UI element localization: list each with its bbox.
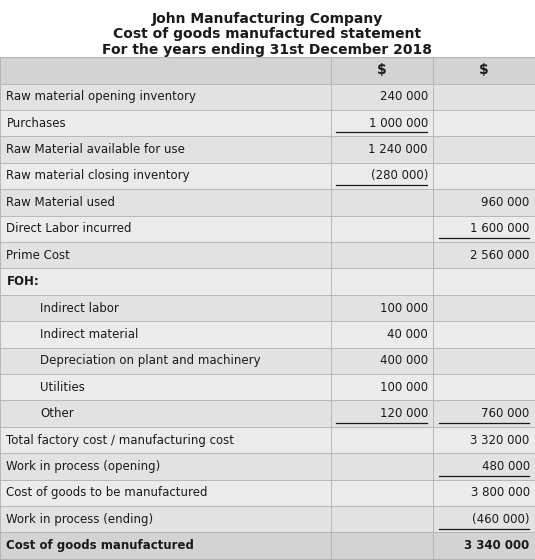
Bar <box>0 189 535 216</box>
Bar <box>0 427 535 453</box>
Text: Cost of goods manufactured statement: Cost of goods manufactured statement <box>113 27 422 41</box>
Bar <box>0 163 535 189</box>
Bar <box>0 348 535 374</box>
Text: Purchases: Purchases <box>6 116 66 130</box>
Text: FOH:: FOH: <box>6 275 39 288</box>
Bar <box>0 400 535 427</box>
Text: 3 800 000: 3 800 000 <box>470 486 530 500</box>
Text: 960 000: 960 000 <box>482 196 530 209</box>
Bar <box>0 374 535 400</box>
Bar <box>0 136 535 163</box>
Text: For the years ending 31st December 2018: For the years ending 31st December 2018 <box>103 43 432 57</box>
Text: $: $ <box>377 63 387 77</box>
Text: (460 000): (460 000) <box>472 513 530 526</box>
Text: Work in process (ending): Work in process (ending) <box>6 513 154 526</box>
Text: 240 000: 240 000 <box>380 90 428 103</box>
Text: 400 000: 400 000 <box>380 354 428 367</box>
Bar <box>0 533 535 559</box>
Bar <box>0 110 535 136</box>
Text: 1 240 000: 1 240 000 <box>369 143 428 156</box>
Text: 100 000: 100 000 <box>380 301 428 315</box>
Text: Utilities: Utilities <box>40 381 85 394</box>
Bar <box>0 83 535 110</box>
Text: Raw Material available for use: Raw Material available for use <box>6 143 185 156</box>
Text: John Manufacturing Company: John Manufacturing Company <box>152 12 383 26</box>
Bar <box>0 268 535 295</box>
Text: $: $ <box>479 63 489 77</box>
Text: 40 000: 40 000 <box>387 328 428 341</box>
Bar <box>0 321 535 348</box>
Text: Indirect labor: Indirect labor <box>40 301 119 315</box>
Text: Other: Other <box>40 407 74 420</box>
Text: Direct Labor incurred: Direct Labor incurred <box>6 222 132 235</box>
Bar <box>0 242 535 268</box>
Text: Indirect material: Indirect material <box>40 328 139 341</box>
Bar <box>0 57 535 83</box>
Bar <box>0 295 535 321</box>
Text: Raw material opening inventory: Raw material opening inventory <box>6 90 196 103</box>
Text: 480 000: 480 000 <box>482 460 530 473</box>
Bar <box>0 480 535 506</box>
Text: Cost of goods to be manufactured: Cost of goods to be manufactured <box>6 486 208 500</box>
Text: 2 560 000: 2 560 000 <box>470 249 530 262</box>
Text: Raw material closing inventory: Raw material closing inventory <box>6 170 190 183</box>
Text: Prime Cost: Prime Cost <box>6 249 70 262</box>
Text: 1 000 000: 1 000 000 <box>369 116 428 130</box>
Text: 120 000: 120 000 <box>380 407 428 420</box>
Text: Raw Material used: Raw Material used <box>6 196 116 209</box>
Bar <box>0 216 535 242</box>
Text: Total factory cost / manufacturing cost: Total factory cost / manufacturing cost <box>6 433 234 446</box>
Text: (280 000): (280 000) <box>371 170 428 183</box>
Text: 1 600 000: 1 600 000 <box>470 222 530 235</box>
Text: Cost of goods manufactured: Cost of goods manufactured <box>6 539 194 552</box>
Text: 760 000: 760 000 <box>482 407 530 420</box>
Text: 3 320 000: 3 320 000 <box>470 433 530 446</box>
Bar <box>0 506 535 533</box>
Text: 3 340 000: 3 340 000 <box>464 539 530 552</box>
Bar <box>0 453 535 480</box>
Text: 100 000: 100 000 <box>380 381 428 394</box>
Text: Depreciation on plant and machinery: Depreciation on plant and machinery <box>40 354 261 367</box>
Text: Work in process (opening): Work in process (opening) <box>6 460 160 473</box>
